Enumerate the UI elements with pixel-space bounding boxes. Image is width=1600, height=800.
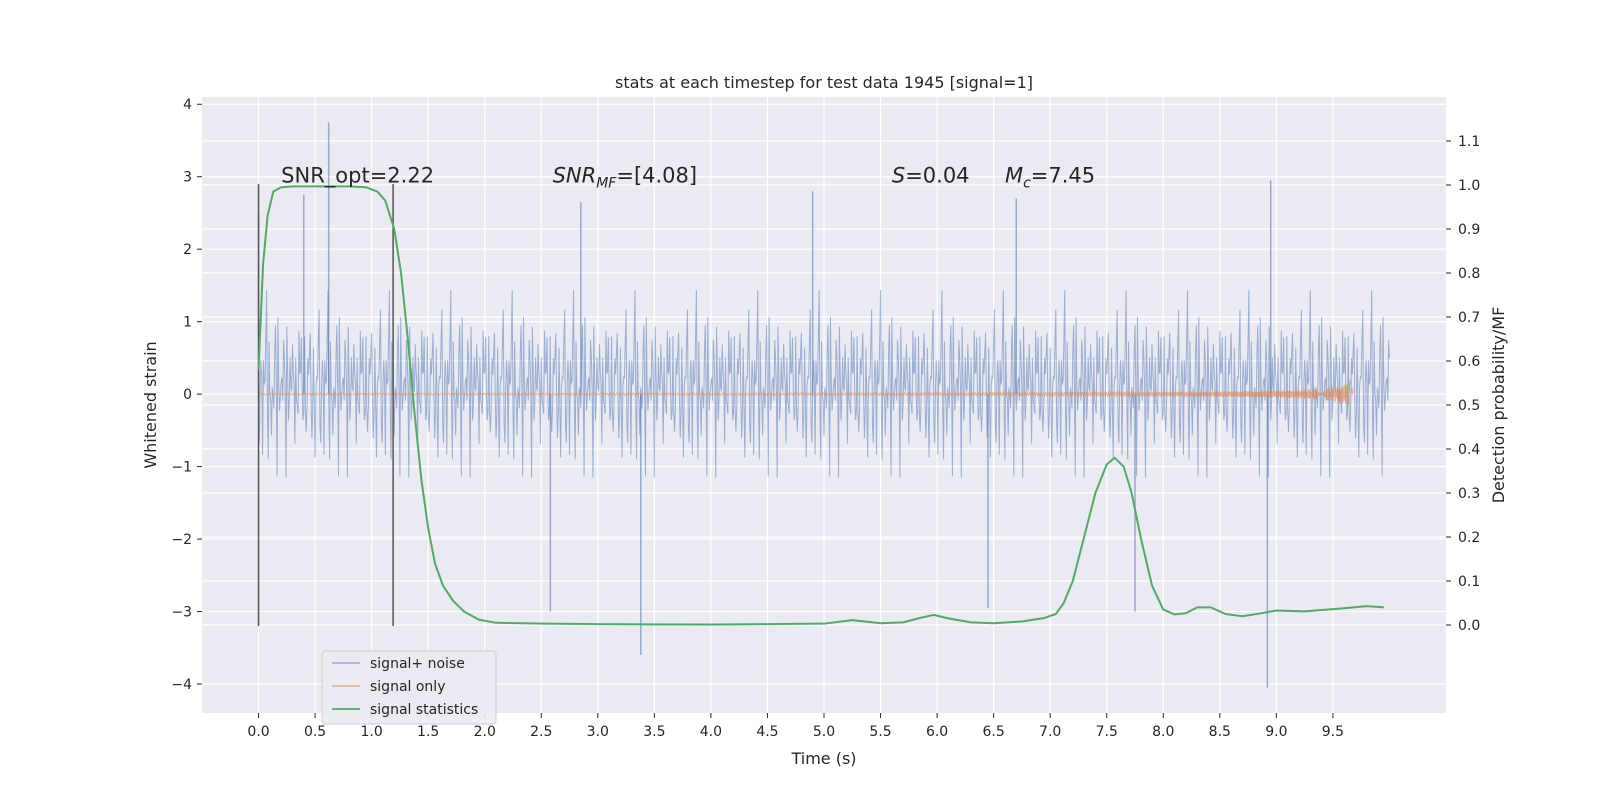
y-right-tick-label: 0.2	[1458, 530, 1480, 546]
annotations: SNR_opt=2.22 SNRMF=[4.08] S=0.04 Mc=7.45	[281, 164, 1095, 192]
y-tick-label: 2	[183, 242, 192, 258]
y-right-tick-label: 0.0	[1458, 618, 1480, 634]
y-right-tick-label: 0.7	[1458, 310, 1480, 326]
series-signal-only	[258, 380, 1354, 407]
x-tick-label: 1.0	[361, 724, 383, 740]
x-tick-label: 4.0	[700, 724, 722, 740]
annotation: SNR_opt=2.22	[281, 164, 434, 189]
y-right-tick-label: 0.6	[1458, 354, 1480, 370]
x-tick-label: 5.5	[869, 724, 891, 740]
y-tick-label: 0	[183, 387, 192, 403]
signal-only-line	[258, 380, 1354, 407]
x-tick-label: 2.5	[530, 724, 552, 740]
y-tick-label: 4	[183, 97, 192, 113]
y-right-tick-label: 1.0	[1458, 178, 1480, 194]
y-tick-label: −3	[171, 605, 192, 621]
x-tick-label: 5.0	[813, 724, 835, 740]
x-tick-label: 1.5	[417, 724, 439, 740]
annotation-symbol: SNR	[553, 164, 597, 188]
y-axis-label: Whitened strain	[141, 341, 160, 468]
x-tick-label: 6.5	[983, 724, 1005, 740]
y-right-tick-label: 0.9	[1458, 222, 1480, 238]
annotation-symbol: M	[1005, 164, 1023, 188]
annotation: SNRMF=[4.08]	[553, 164, 698, 192]
chart-title: stats at each timestep for test data 194…	[615, 73, 1033, 92]
y-tick-label: 3	[183, 170, 192, 186]
legend-box	[321, 650, 497, 725]
y-tick-label: −4	[171, 677, 192, 693]
x-tick-label: 8.5	[1209, 724, 1231, 740]
x-tick-label: 7.0	[1039, 724, 1061, 740]
legend: signal+ noise signal only signal statist…	[321, 650, 497, 725]
y-right-tick-label: 0.5	[1458, 398, 1480, 414]
x-tick-label: 3.0	[587, 724, 609, 740]
y-right-tick-label: 0.8	[1458, 266, 1480, 282]
legend-label-signal-statistics: signal statistics	[370, 702, 478, 718]
x-tick-label: 0.5	[304, 724, 326, 740]
axes: 0.0 0.5 1.0 1.5 2.0 2.5 3.0 3.5 4.0 4.5 5.0 5.5 6.0 6…	[171, 97, 1480, 740]
series-signal-noise	[257, 122, 1390, 688]
x-tick-label: 3.5	[643, 724, 665, 740]
x-tick-label: 2.0	[474, 724, 496, 740]
legend-label-signal-only: signal only	[370, 679, 445, 695]
legend-label-signal-noise: signal+ noise	[370, 656, 465, 672]
annotation-value: =0.04	[905, 164, 969, 188]
y-tick-label: −1	[171, 460, 192, 476]
annotation-subscript: MF	[596, 176, 617, 192]
y-right-tick-label: 0.4	[1458, 442, 1480, 458]
x-tick-label: 8.0	[1152, 724, 1174, 740]
y-right-tick-label: 1.1	[1458, 134, 1480, 150]
x-tick-label: 9.5	[1322, 724, 1344, 740]
annotation: Mc=7.45	[1005, 164, 1095, 192]
x-tick-label: 7.5	[1096, 724, 1118, 740]
series-signal-statistics	[257, 185, 1384, 626]
vertical-markers	[257, 183, 394, 627]
y-axis-right-label: Detection probability/MF	[1489, 307, 1508, 504]
x-tick-label: 0.0	[247, 724, 269, 740]
annotation-symbol: S	[892, 164, 905, 188]
x-tick-label: 9.0	[1265, 724, 1287, 740]
y-right-tick-label: 0.1	[1458, 574, 1480, 590]
y-right-tick-label: 0.3	[1458, 486, 1480, 502]
y-tick-label: −2	[171, 532, 192, 548]
annotation-value: =7.45	[1031, 164, 1095, 188]
y-tick-label: 1	[183, 315, 192, 331]
signal-statistics-line	[257, 185, 1384, 626]
annotation-subscript: c	[1023, 176, 1031, 192]
annotation: S=0.04	[892, 164, 970, 188]
x-tick-label: 6.0	[926, 724, 948, 740]
x-axis-label: Time (s)	[790, 749, 856, 768]
signal-noise-line	[258, 289, 1390, 478]
x-tick-label: 4.5	[756, 724, 778, 740]
annotation-value: =[4.08]	[616, 164, 697, 188]
